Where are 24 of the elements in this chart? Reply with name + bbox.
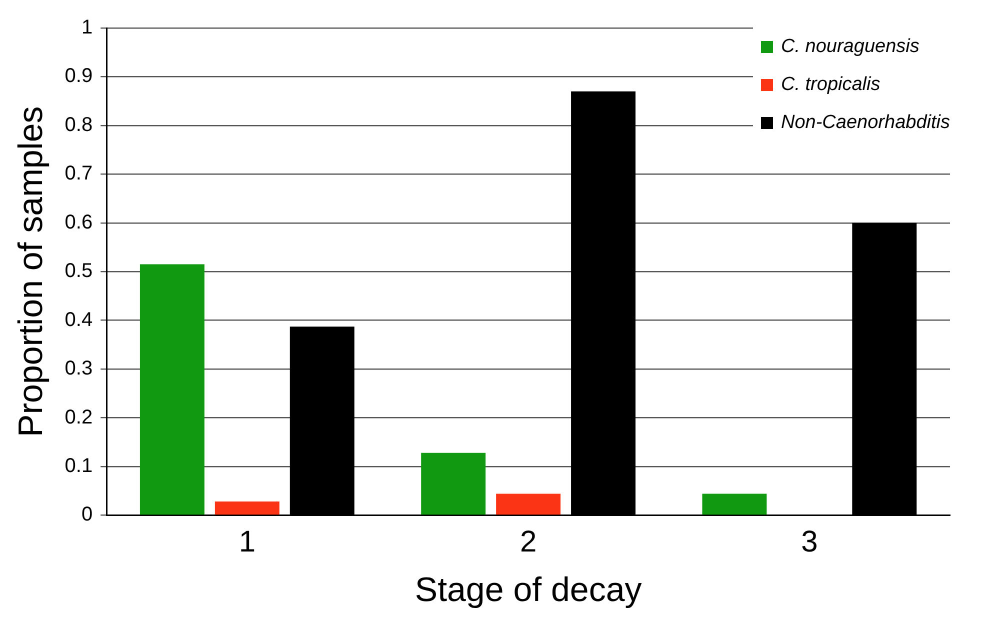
y-tick-label: 0.4	[64, 308, 93, 331]
bar	[496, 494, 561, 515]
y-tick-label: 0.6	[64, 211, 93, 234]
legend-label: Non-Caenorhabditis	[781, 112, 950, 134]
y-tick-label: 0	[81, 504, 93, 526]
bar	[214, 502, 280, 515]
bar	[140, 264, 204, 515]
y-axis-title: Proportion of samples	[12, 106, 50, 437]
y-tick-label: 0.1	[64, 454, 93, 477]
x-tick-label: 3	[801, 525, 818, 558]
y-tick-label: 0.9	[64, 65, 93, 88]
bar	[702, 494, 767, 515]
y-tick-label: 1	[81, 16, 93, 39]
x-tick-label: 2	[520, 525, 537, 558]
legend-label: C. tropicalis	[781, 74, 880, 96]
y-tick-label: 0.3	[64, 358, 93, 380]
y-tick-label: 0.7	[64, 162, 93, 185]
legend-label: C. nouraguensis	[781, 36, 920, 58]
x-tick-label: 1	[238, 525, 256, 558]
y-tick-label: 0.2	[64, 406, 93, 428]
y-tick-label: 0.8	[64, 114, 93, 136]
x-axis-title: Stage of decay	[414, 570, 642, 609]
y-tick-label: 0.5	[64, 260, 93, 282]
bar	[421, 452, 486, 515]
